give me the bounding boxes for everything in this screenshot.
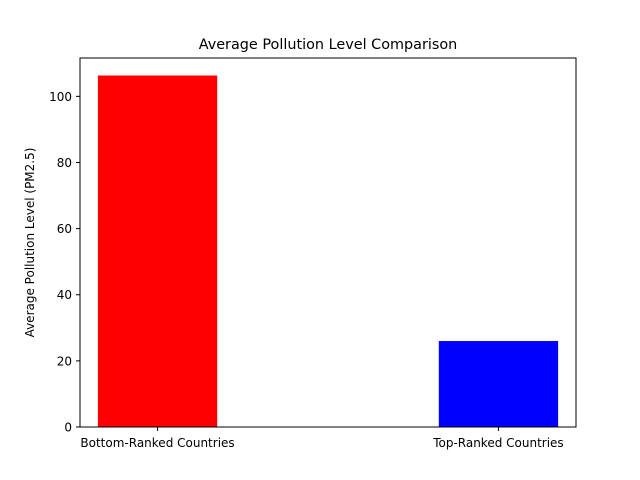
y-tick-label: 80 — [57, 156, 72, 170]
bar-1 — [438, 341, 559, 427]
y-axis-ticks: 0 20 40 60 80 100 — [49, 90, 80, 435]
y-axis-label: Average Pollution Level (PM2.5) — [23, 148, 37, 338]
x-tick-label: Bottom-Ranked Countries — [80, 436, 234, 450]
y-tick-label: 0 — [64, 421, 72, 435]
y-tick-label: 40 — [57, 288, 72, 302]
chart-title: Average Pollution Level Comparison — [199, 37, 458, 53]
x-axis-ticks: Bottom-Ranked Countries Top-Ranked Countr… — [80, 427, 564, 450]
bars-layer — [97, 75, 559, 427]
y-tick-label: 100 — [49, 90, 72, 104]
y-tick-label: 60 — [57, 222, 72, 236]
plot-area-frame — [79, 57, 577, 428]
bar-0 — [97, 75, 218, 427]
y-tick-label: 20 — [57, 354, 72, 368]
x-tick-label: Top-Ranked Countries — [432, 436, 564, 450]
